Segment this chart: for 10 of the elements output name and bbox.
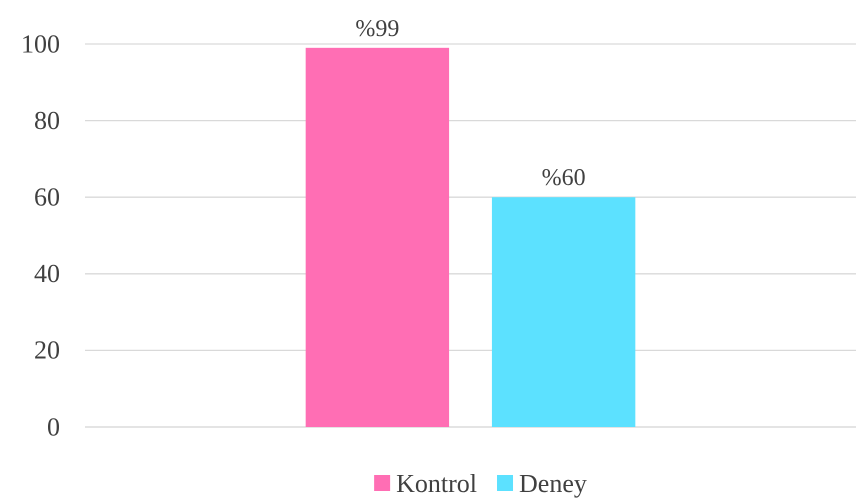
data-label: %99	[355, 16, 400, 42]
y-tick-label: 60	[34, 182, 60, 212]
y-tick-label: 100	[21, 29, 60, 58]
y-tick-label: 80	[34, 106, 60, 135]
y-tick-label: 40	[34, 259, 60, 288]
legend-label: Deney	[519, 469, 587, 498]
legend-label: Kontrol	[396, 469, 478, 498]
data-label: %60	[542, 165, 586, 192]
y-tick-label: 20	[34, 336, 60, 365]
y-tick-label: 0	[47, 412, 60, 442]
